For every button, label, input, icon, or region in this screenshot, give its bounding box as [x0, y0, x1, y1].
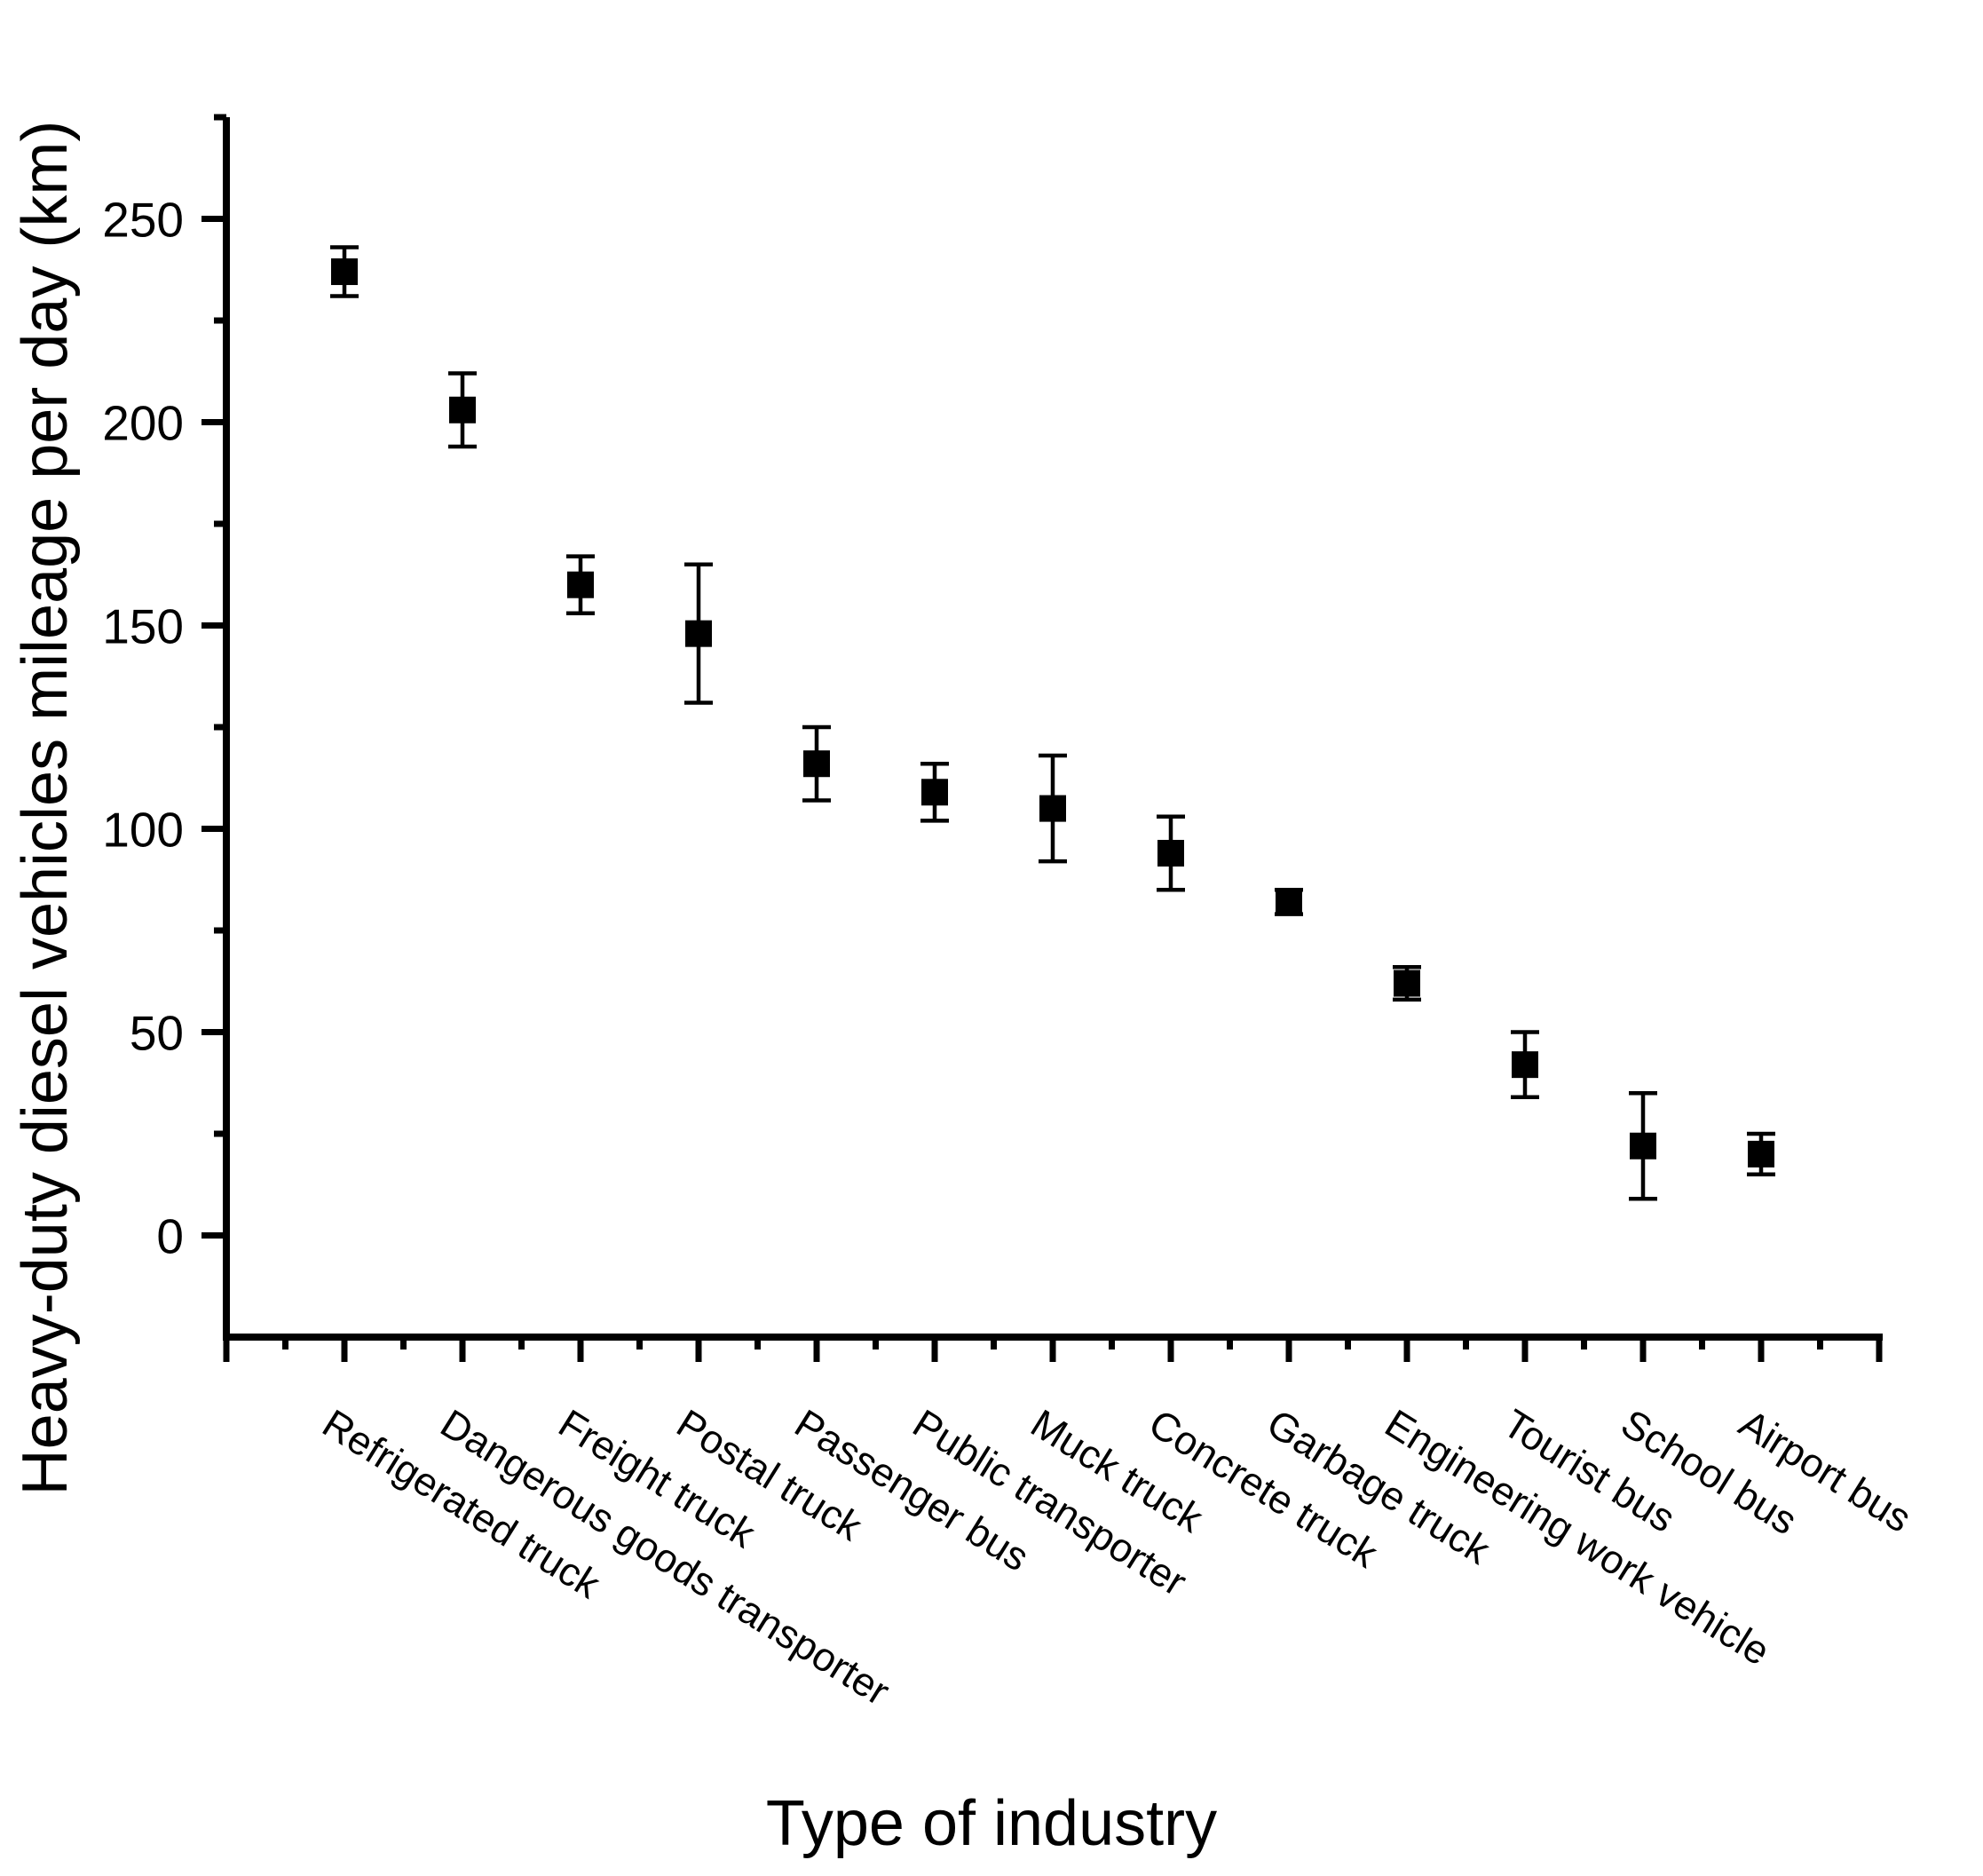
square-marker [331, 258, 358, 286]
data-point [330, 245, 359, 298]
y-axis-title: Heavy-duty diesel vehicles mileage per d… [10, 121, 81, 1496]
axes-layer [201, 114, 1883, 1362]
y-tick-label: 200 [102, 395, 184, 450]
data-point [684, 562, 713, 705]
data-point [1393, 964, 1421, 1002]
x-axis-title: Type of industry [766, 1788, 1217, 1859]
y-tick-label: 250 [102, 192, 184, 247]
data-point [566, 554, 595, 616]
square-marker [685, 620, 712, 647]
square-marker [567, 571, 594, 598]
y-tick-label: 150 [102, 598, 184, 653]
square-marker [1512, 1051, 1538, 1079]
data-series-layer [330, 245, 1775, 1201]
data-point [1157, 814, 1185, 892]
data-point [448, 371, 477, 449]
square-marker [1157, 839, 1184, 867]
square-marker [1630, 1132, 1656, 1160]
square-marker [1276, 888, 1302, 915]
y-tick-label: 0 [156, 1208, 184, 1263]
data-point [1747, 1131, 1775, 1177]
data-point [1629, 1090, 1657, 1201]
data-point [1511, 1030, 1539, 1100]
data-point [802, 724, 831, 803]
square-marker [1748, 1140, 1774, 1168]
y-tick-label: 50 [130, 1005, 184, 1060]
square-marker [921, 779, 948, 806]
square-marker [803, 750, 830, 778]
square-marker [449, 396, 476, 423]
data-point [920, 761, 949, 823]
y-tick-label: 100 [102, 802, 184, 857]
data-point [1275, 887, 1303, 916]
data-point [1039, 753, 1067, 864]
square-marker [1394, 970, 1420, 997]
square-marker [1039, 795, 1066, 822]
